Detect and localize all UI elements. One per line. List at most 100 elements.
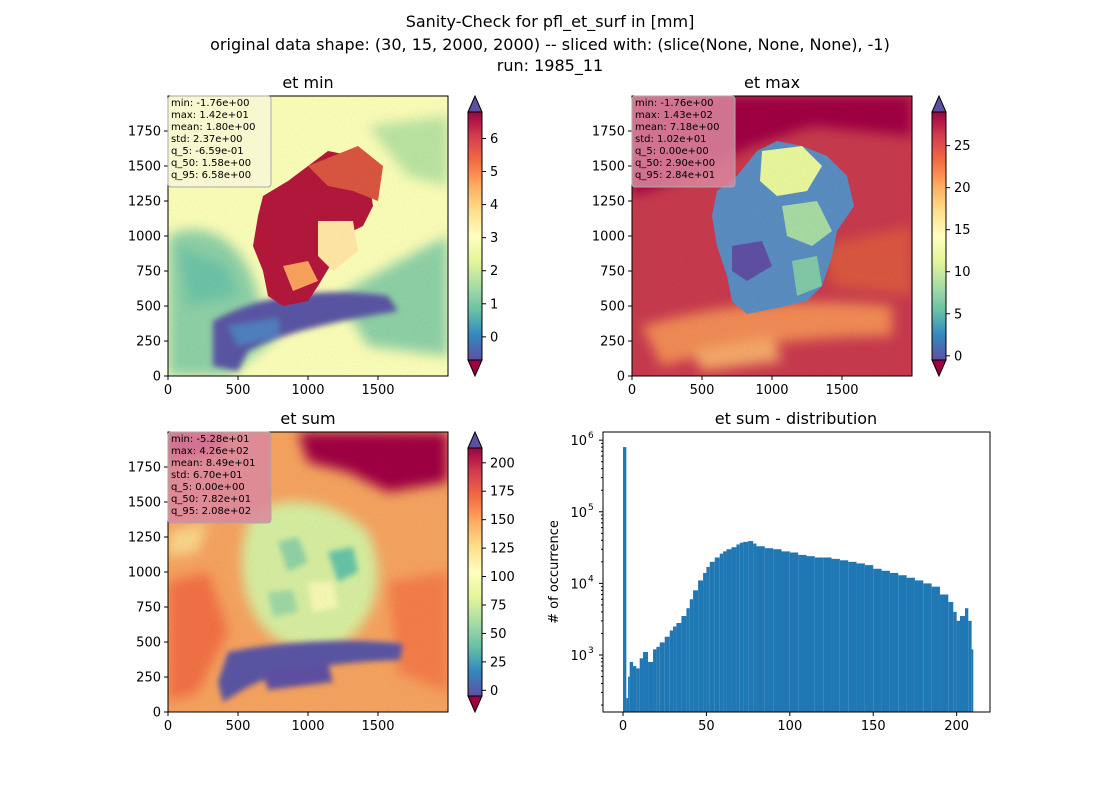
colorbar-gradient bbox=[468, 112, 482, 360]
y-tick-label: 1500 bbox=[592, 160, 625, 175]
stats-line: min: -5.28e+01 bbox=[171, 434, 250, 445]
y-tick-label: 1750 bbox=[128, 461, 161, 476]
histogram-bar bbox=[653, 649, 657, 712]
histogram-bar bbox=[626, 698, 629, 712]
histogram-bar bbox=[806, 556, 815, 712]
histogram-bar bbox=[968, 620, 972, 712]
histogram-bar bbox=[971, 649, 974, 712]
histogram-bar bbox=[648, 661, 654, 712]
axes-title: et min bbox=[282, 73, 333, 92]
colorbar-tick-label: 10 bbox=[954, 265, 971, 280]
histogram-bar bbox=[628, 676, 630, 712]
y-tick-label: 500 bbox=[600, 300, 625, 315]
stats-line: q_5: 0.00e+00 bbox=[171, 482, 245, 493]
histogram-bar bbox=[659, 642, 665, 712]
colorbar-tick-label: 100 bbox=[490, 570, 515, 585]
histogram-bar bbox=[781, 551, 790, 712]
histogram-bar bbox=[898, 575, 907, 712]
y-tick-label: 250 bbox=[136, 335, 161, 350]
axes-title: et max bbox=[744, 73, 800, 92]
histogram-bar bbox=[709, 561, 715, 712]
x-tick-label: 150 bbox=[861, 719, 886, 734]
x-tick-label: 500 bbox=[226, 719, 251, 734]
colorbar-tick-label: 2 bbox=[490, 264, 498, 279]
colorbar-tick-label: 6 bbox=[490, 132, 498, 147]
histogram-bar bbox=[719, 553, 724, 712]
colorbar-gradient bbox=[932, 112, 946, 360]
histogram-bar bbox=[673, 626, 677, 712]
histogram-bar bbox=[823, 557, 832, 712]
histogram-bar bbox=[623, 447, 627, 712]
stats-line: max: 1.43e+02 bbox=[635, 110, 713, 121]
y-tick-label: 1500 bbox=[128, 160, 161, 175]
y-tick-label: 750 bbox=[136, 265, 161, 280]
stats-line: min: -1.76e+00 bbox=[171, 98, 250, 109]
y-tick-label-base: 10 bbox=[570, 649, 587, 664]
colorbar-tick-label: 5 bbox=[490, 165, 498, 180]
histogram-bar bbox=[848, 561, 857, 712]
axes-title: et sum - distribution bbox=[715, 409, 877, 428]
colorbar-tick-label: 4 bbox=[490, 198, 498, 213]
colorbar-tick-label: 125 bbox=[490, 542, 515, 557]
histogram-bar bbox=[726, 549, 732, 712]
y-tick-label: 1750 bbox=[592, 125, 625, 140]
colorbar-extend-max bbox=[931, 94, 947, 113]
colorbar: 0 25 50 75 100 125 150 175 200 bbox=[467, 430, 515, 714]
histogram-bar bbox=[956, 620, 960, 712]
colorbar-frame bbox=[931, 111, 947, 361]
histogram-bar bbox=[639, 658, 644, 712]
histogram-bar bbox=[753, 543, 757, 712]
stats-line: q_50: 2.90e+00 bbox=[635, 158, 715, 169]
histogram-bar bbox=[693, 590, 699, 712]
y-tick-label-base: 10 bbox=[570, 506, 587, 521]
axes-title: et sum bbox=[280, 409, 335, 428]
histogram-bars bbox=[623, 447, 974, 712]
y-tick-label-exponent: 6 bbox=[588, 431, 594, 441]
stats-line: q_95: 2.08e+02 bbox=[171, 506, 251, 517]
x-tick-label: 1000 bbox=[291, 719, 324, 734]
colorbar: 0 5 10 15 20 25 bbox=[931, 94, 971, 378]
y-tick-label: 750 bbox=[136, 601, 161, 616]
x-tick-label: 50 bbox=[698, 719, 715, 734]
stats-line: std: 6.70e+01 bbox=[171, 470, 243, 481]
histogram-bar bbox=[664, 636, 670, 712]
y-axis-label: # of occurrence bbox=[547, 520, 562, 624]
stats-line: mean: 1.80e+00 bbox=[171, 122, 255, 133]
figure-title-line-1: Sanity-Check for pfl_et_surf in [mm] bbox=[405, 12, 695, 31]
histogram-bar bbox=[948, 601, 954, 712]
histogram-bar bbox=[873, 568, 882, 712]
x-tick-label: 1500 bbox=[361, 719, 394, 734]
y-tick-label: 1500 bbox=[128, 496, 161, 511]
stats-line: q_95: 6.58e+00 bbox=[171, 170, 251, 181]
y-tick-label: 1250 bbox=[128, 531, 161, 546]
y-tick-label: 250 bbox=[600, 335, 625, 350]
histogram-bar bbox=[959, 616, 965, 712]
histogram-bar bbox=[633, 666, 637, 712]
histogram-bar bbox=[743, 541, 749, 712]
y-tick-label: 1000 bbox=[128, 566, 161, 581]
stats-box-background bbox=[167, 95, 272, 188]
colorbar-extend-min bbox=[467, 695, 483, 714]
stats-box-background bbox=[167, 431, 272, 524]
y-tick-label: 750 bbox=[600, 265, 625, 280]
y-tick-label: 0 bbox=[617, 370, 625, 385]
histogram-bar bbox=[703, 572, 707, 712]
x-tick-label: 500 bbox=[690, 383, 715, 398]
x-tick-label: 0 bbox=[164, 719, 172, 734]
y-tick-label-exponent: 5 bbox=[588, 503, 594, 513]
stats-line: mean: 7.18e+00 bbox=[635, 122, 719, 133]
y-tick-label: 1250 bbox=[592, 195, 625, 210]
histogram-bar bbox=[739, 542, 744, 712]
colorbar-extend-min bbox=[467, 359, 483, 378]
colorbar-frame bbox=[467, 447, 483, 697]
stats-line: q_50: 7.82e+01 bbox=[171, 494, 251, 505]
colorbar-tick-label: 150 bbox=[490, 513, 515, 528]
histogram-bar bbox=[764, 548, 774, 712]
histogram-bar bbox=[931, 586, 940, 712]
histogram-bar bbox=[656, 646, 660, 712]
x-tick-label: 0 bbox=[619, 719, 627, 734]
colorbar-extend-min bbox=[931, 359, 947, 378]
